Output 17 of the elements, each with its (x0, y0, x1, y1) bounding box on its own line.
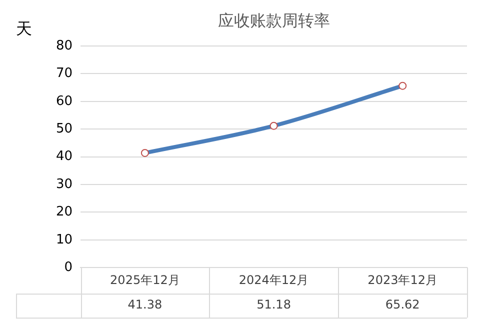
data-label: 51.18 (256, 298, 291, 312)
chart-title: 应收账款周转率 (218, 11, 330, 30)
y-axis-title: 天 (16, 19, 32, 38)
y-tick-label: 60 (56, 94, 73, 109)
y-tick-label: 0 (64, 260, 73, 275)
x-tick-label: 2025年12月 (110, 272, 180, 287)
y-tick-label: 70 (56, 66, 73, 82)
data-label: 65.62 (385, 298, 420, 312)
y-tick-label: 80 (56, 38, 73, 54)
y-tick-label: 50 (56, 121, 73, 136)
x-tick-label: 2024年12月 (238, 272, 309, 287)
y-tick-label: 30 (56, 176, 73, 192)
y-tick-label: 40 (56, 149, 73, 164)
y-tick-label: 20 (56, 204, 73, 220)
y-tick-label: 10 (56, 232, 73, 248)
data-label: 41.38 (128, 298, 162, 312)
x-tick-label: 2023年12月 (368, 272, 438, 287)
